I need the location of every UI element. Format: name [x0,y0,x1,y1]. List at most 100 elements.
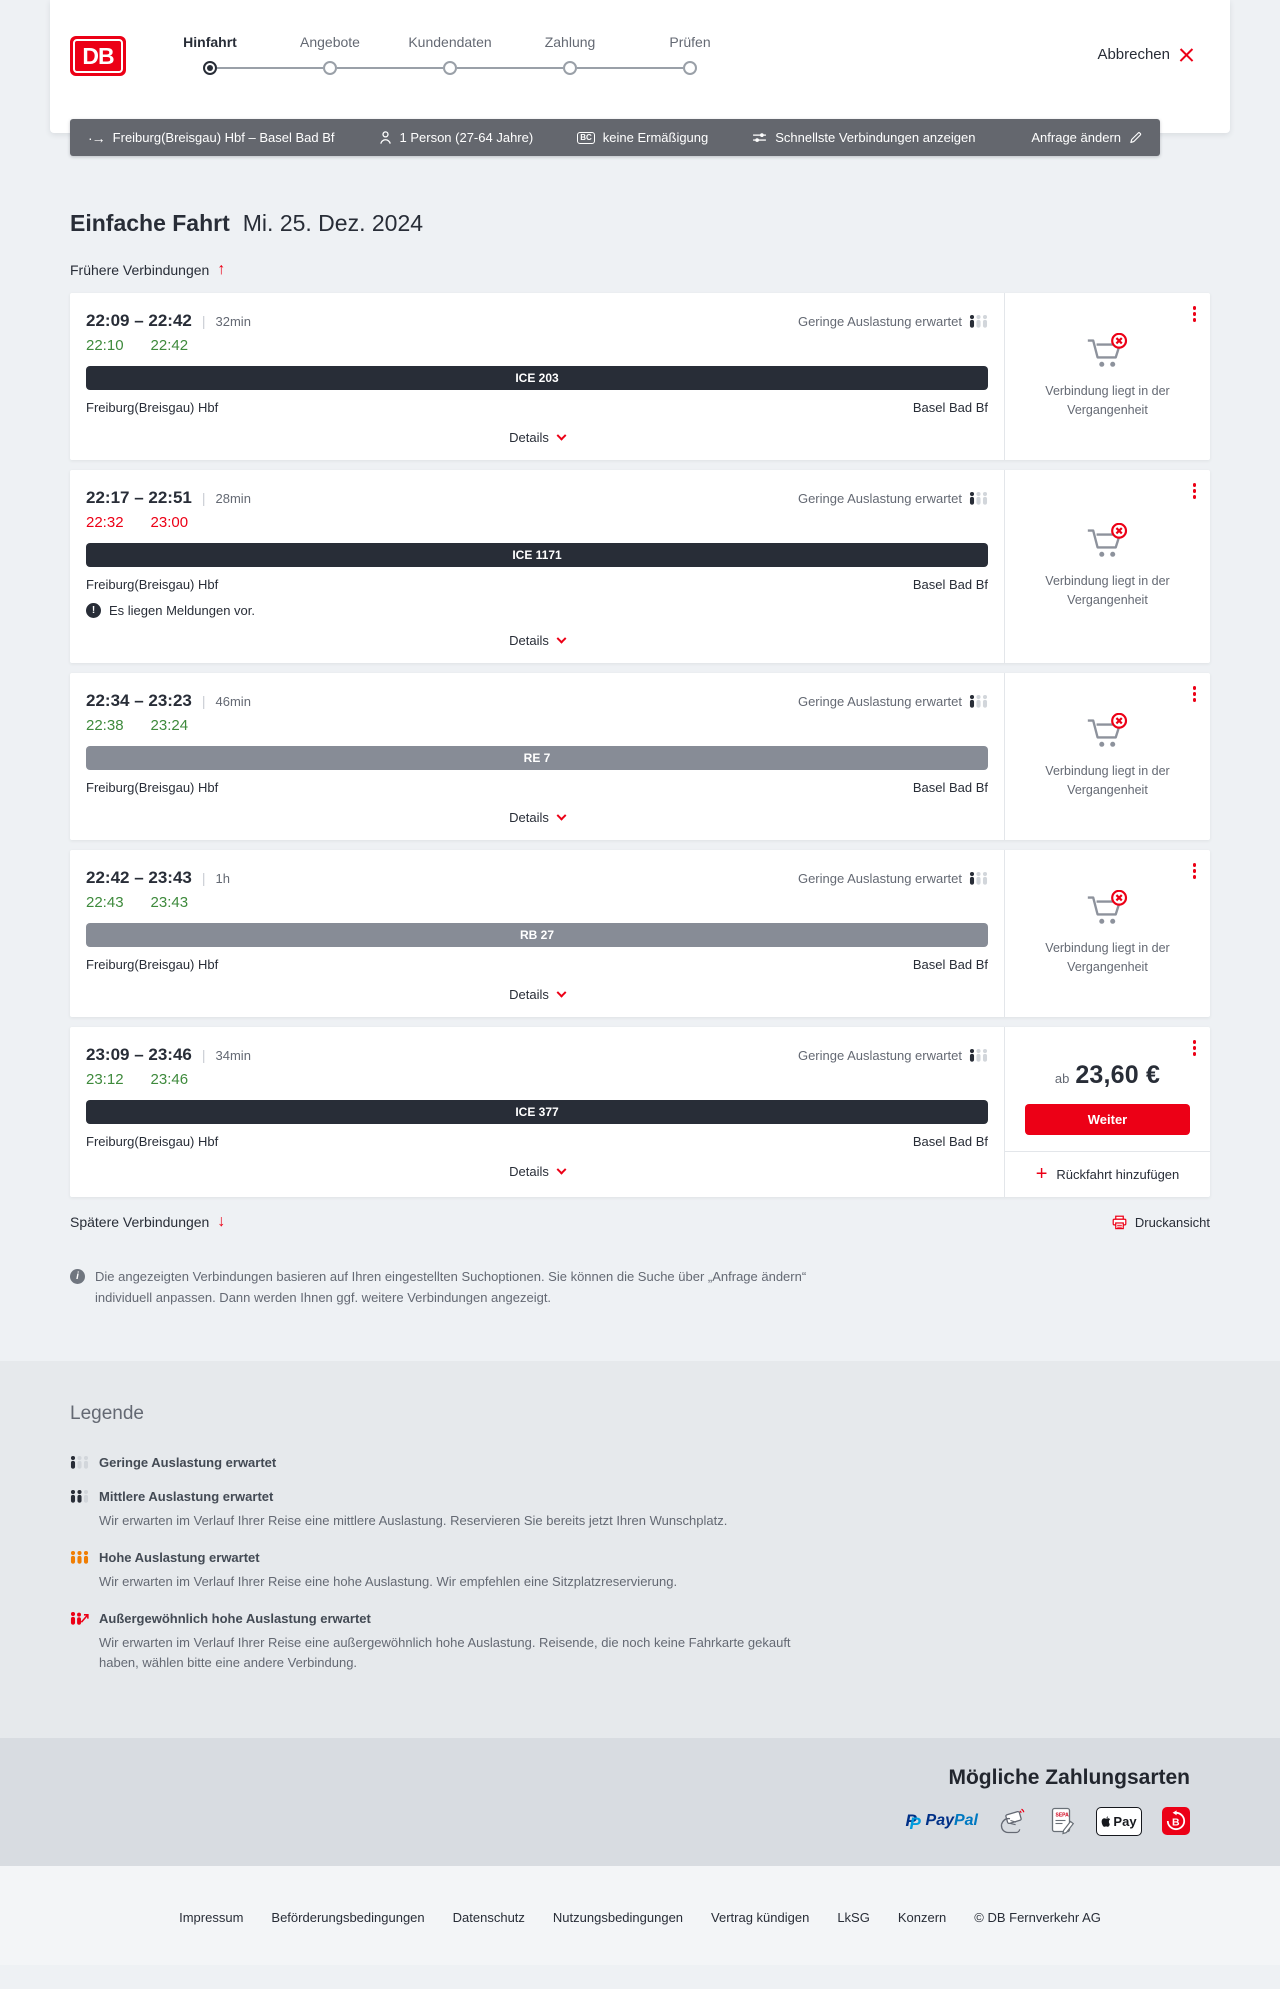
modify-label: Anfrage ändern [1031,130,1121,145]
service-message: ! Es liegen Meldungen vor. [86,603,988,618]
details-toggle[interactable]: Details [86,633,988,651]
continue-button[interactable]: Weiter [1025,1104,1190,1135]
legend-section: Legende Geringe Auslastung erwartet Mitt… [0,1360,1280,1739]
separator: | [201,490,206,506]
step-dot-active[interactable] [203,61,217,75]
options-menu-button[interactable] [1190,1037,1200,1059]
step-label: Kundendaten [408,34,492,50]
db-logo: DB [70,36,126,76]
realtime-arrival: 23:43 [150,894,189,911]
svg-text:SEPA: SEPA [1056,1813,1070,1819]
options-menu-button[interactable] [1190,860,1200,882]
footer-link-lksg[interactable]: LkSG [837,1910,870,1926]
db-logo-text: DB [82,42,114,69]
destination-station: Basel Bad Bf [912,1134,988,1149]
connection-card: 23:09 – 23:46 | 34min Geringe Auslastung… [70,1027,1210,1197]
occupancy-low-icon [969,492,988,505]
connection-duration: 46min [215,694,251,709]
train-number: RE 7 [523,751,551,765]
step-dot[interactable] [563,61,577,75]
chevron-down-icon [556,810,567,821]
details-label: Details [509,810,549,825]
passenger-label: 1 Person (27-64 Jahre) [399,130,534,145]
add-return-button[interactable]: + Rückfahrt hinzufügen [1005,1151,1210,1197]
fastest-label: Schnellste Verbindungen anzeigen [775,130,976,145]
legend-label: Hohe Auslastung erwartet [99,1549,260,1565]
copyright-text: © DB Fernverkehr AG [974,1910,1101,1926]
search-summary-bar: ·→ Freiburg(Breisgau) Hbf – Basel Bad Bf… [70,119,1160,156]
occupancy-medium-icon [70,1489,89,1503]
occupancy-indicator: Geringe Auslastung erwartet [798,491,988,506]
footer-link-nutzungsbedingungen[interactable]: Nutzungsbedingungen [552,1910,684,1926]
step-kundendaten[interactable]: Kundendaten [390,34,563,75]
connection-main: 23:09 – 23:46 | 34min Geringe Auslastung… [70,1027,1004,1197]
past-connection-text: Verbindung liegt in der Vergangenheit [1045,764,1170,797]
service-message-text: Es liegen Meldungen vor. [109,603,255,618]
train-number: RB 27 [519,928,554,942]
step-dot[interactable] [683,61,697,75]
step-dot[interactable] [443,61,457,75]
origin-station: Freiburg(Breisgau) Hbf [86,957,219,972]
separator: | [201,1047,206,1063]
occupancy-very-high-icon [70,1611,89,1625]
realtime-times: 22:43 23:43 [86,894,988,911]
options-menu-button[interactable] [1190,683,1200,705]
destination-station: Basel Bad Bf [912,957,988,972]
connection-card: 22:42 – 23:43 | 1h Geringe Auslastung er… [70,850,1210,1017]
earlier-label: Frühere Verbindungen [70,262,210,278]
step-zahlung[interactable]: Zahlung [510,34,683,75]
footer-link-datenschutz[interactable]: Datenschutz [452,1910,525,1926]
footer-link-vertrag-kuendigen[interactable]: Vertrag kündigen [711,1910,810,1926]
options-menu-button[interactable] [1190,303,1200,325]
arrow-down-icon: ↓ [217,1213,226,1230]
connection-card: 22:09 – 22:42 | 32min Geringe Auslastung… [70,293,1210,460]
details-toggle[interactable]: Details [86,1164,988,1182]
paypal-mark-icon: P P [905,1811,921,1834]
fastest-connections-toggle[interactable]: Schnellste Verbindungen anzeigen [752,130,975,145]
realtime-arrival: 22:42 [150,337,189,354]
occupancy-low-icon [70,1456,89,1469]
occupancy-indicator: Geringe Auslastung erwartet [798,1048,988,1063]
print-view-link[interactable]: Druckansicht [1112,1215,1210,1230]
step-pruefen[interactable]: Prüfen [630,34,750,75]
passenger-summary: 1 Person (27-64 Jahre) [379,130,534,145]
past-connection-text: Verbindung liegt in der Vergangenheit [1045,384,1170,417]
realtime-times: 23:12 23:46 [86,1071,988,1088]
later-connections-link[interactable]: Spätere Verbindungen ↓ [70,1213,225,1231]
details-label: Details [509,1164,549,1179]
origin-station: Freiburg(Breisgau) Hbf [86,1134,219,1149]
occupancy-label: Geringe Auslastung erwartet [797,694,962,709]
details-toggle[interactable]: Details [86,430,988,448]
occupancy-high-icon [70,1550,89,1564]
page-footer: Impressum Beförderungsbedingungen Datens… [0,1866,1280,1966]
details-toggle[interactable]: Details [86,987,988,1005]
checkout-stepper: Hinfahrt Angebote Kundendaten Zahlung Pr… [150,34,750,75]
origin-station: Freiburg(Breisgau) Hbf [86,577,219,592]
modify-search-button[interactable]: Anfrage ändern [1031,130,1142,145]
details-toggle[interactable]: Details [86,810,988,828]
step-angebote[interactable]: Angebote [270,34,443,75]
step-label: Hinfahrt [183,34,237,50]
past-connection-info: Verbindung liegt in der Vergangenheit [1005,323,1210,429]
legend-item-high: Hohe Auslastung erwartet Wir erwarten im… [70,1550,1210,1592]
connection-times: 22:42 – 23:43 [86,868,192,887]
footer-link-impressum[interactable]: Impressum [179,1910,244,1926]
occupancy-low-icon [969,1049,988,1062]
step-hinfahrt[interactable]: Hinfahrt [150,34,323,75]
cancel-button[interactable]: Abbrechen [1097,46,1194,63]
train-label-bar: ICE 1171 [86,543,988,567]
earlier-connections-link[interactable]: Frühere Verbindungen ↑ [70,261,1210,279]
legend-description: Wir erwarten im Verlauf Ihrer Reise eine… [99,1573,678,1589]
footer-link-konzern[interactable]: Konzern [897,1910,947,1926]
cart-unavailable-icon [1086,333,1130,370]
past-connection-text: Verbindung liegt in der Vergangenheit [1045,574,1170,607]
legend-item-low: Geringe Auslastung erwartet [70,1455,1210,1470]
info-icon: i [70,1269,85,1284]
discount-label: keine Ermäßigung [602,130,709,145]
step-dot[interactable] [323,61,337,75]
options-menu-button[interactable] [1190,480,1200,502]
footer-link-befoerderungsbedingungen[interactable]: Beförderungsbedingungen [271,1910,425,1926]
list-footer-row: Spätere Verbindungen ↓ Druckansicht [70,1213,1210,1231]
past-connection-info: Verbindung liegt in der Vergangenheit [1005,880,1210,986]
step-label: Zahlung [544,34,596,50]
